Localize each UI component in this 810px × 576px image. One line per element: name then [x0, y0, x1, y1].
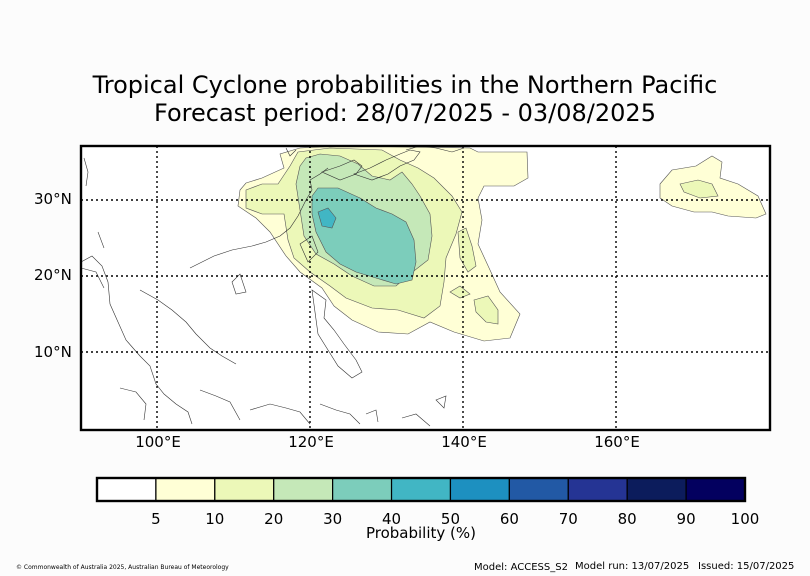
colorbar-swatch — [449, 477, 510, 502]
colorbar — [96, 477, 746, 502]
lat-label-10n: 10°N — [34, 343, 72, 361]
colorbar-swatch — [508, 477, 569, 502]
contour-island-c — [449, 285, 471, 299]
colorbar-tick-label: 50 — [440, 510, 460, 528]
colorbar-tick-label: 30 — [323, 510, 343, 528]
contour-40-percent — [317, 207, 337, 229]
colorbar-swatch — [273, 477, 334, 502]
colorbar-label: Probability (%) — [365, 524, 477, 542]
forecast-period: Forecast period: 28/07/2025 - 03/08/2025 — [154, 99, 656, 127]
coastlines — [81, 146, 465, 427]
colorbar-tick-label: 70 — [558, 510, 578, 528]
colorbar-swatch — [685, 477, 746, 502]
copyright-notice: © Commonwealth of Australia 2025, Austra… — [16, 564, 229, 571]
colorbar-swatch — [214, 477, 275, 502]
colorbar-tick-label: 20 — [264, 510, 284, 528]
lat-label-30n: 30°N — [34, 190, 72, 208]
model-name: Model: ACCESS_S2 — [474, 562, 568, 573]
issued-date: Issued: 15/07/2025 — [698, 561, 795, 572]
lat-label-20n: 20°N — [34, 266, 72, 284]
colorbar-frame — [95, 476, 747, 503]
colorbar-swatch — [390, 477, 452, 502]
colorbar-tick-label: 80 — [617, 510, 637, 528]
colorbar-tick-label: 10 — [205, 510, 225, 528]
colorbar-tick-label: 40 — [381, 510, 402, 528]
colorbar-tick-label: 5 — [151, 510, 161, 528]
colorbar-tick-label: 90 — [676, 510, 696, 528]
colorbar-swatch — [155, 477, 216, 502]
colorbar-tick-label: 60 — [499, 510, 519, 528]
colorbar-swatch — [332, 477, 393, 502]
chart-title: Tropical Cyclone probabilities in the No… — [92, 71, 718, 99]
lon-label-100e: 100°E — [135, 433, 181, 451]
contour-east-10-percent — [679, 179, 719, 199]
colorbar-swatch — [626, 477, 687, 502]
lon-label-120e: 120°E — [288, 433, 334, 451]
colorbar-swatch — [567, 477, 628, 502]
lon-label-160e: 160°E — [594, 433, 640, 451]
contour-island-b — [473, 295, 499, 325]
map-frame — [79, 144, 772, 432]
lon-label-140e: 140°E — [441, 433, 487, 451]
model-run-date: Model run: 13/07/2025 — [575, 561, 690, 572]
colorbar-tick-label: 100 — [730, 510, 760, 528]
contour-30-percent — [311, 187, 417, 285]
colorbar-swatch — [96, 477, 157, 502]
gridlines — [81, 146, 770, 430]
